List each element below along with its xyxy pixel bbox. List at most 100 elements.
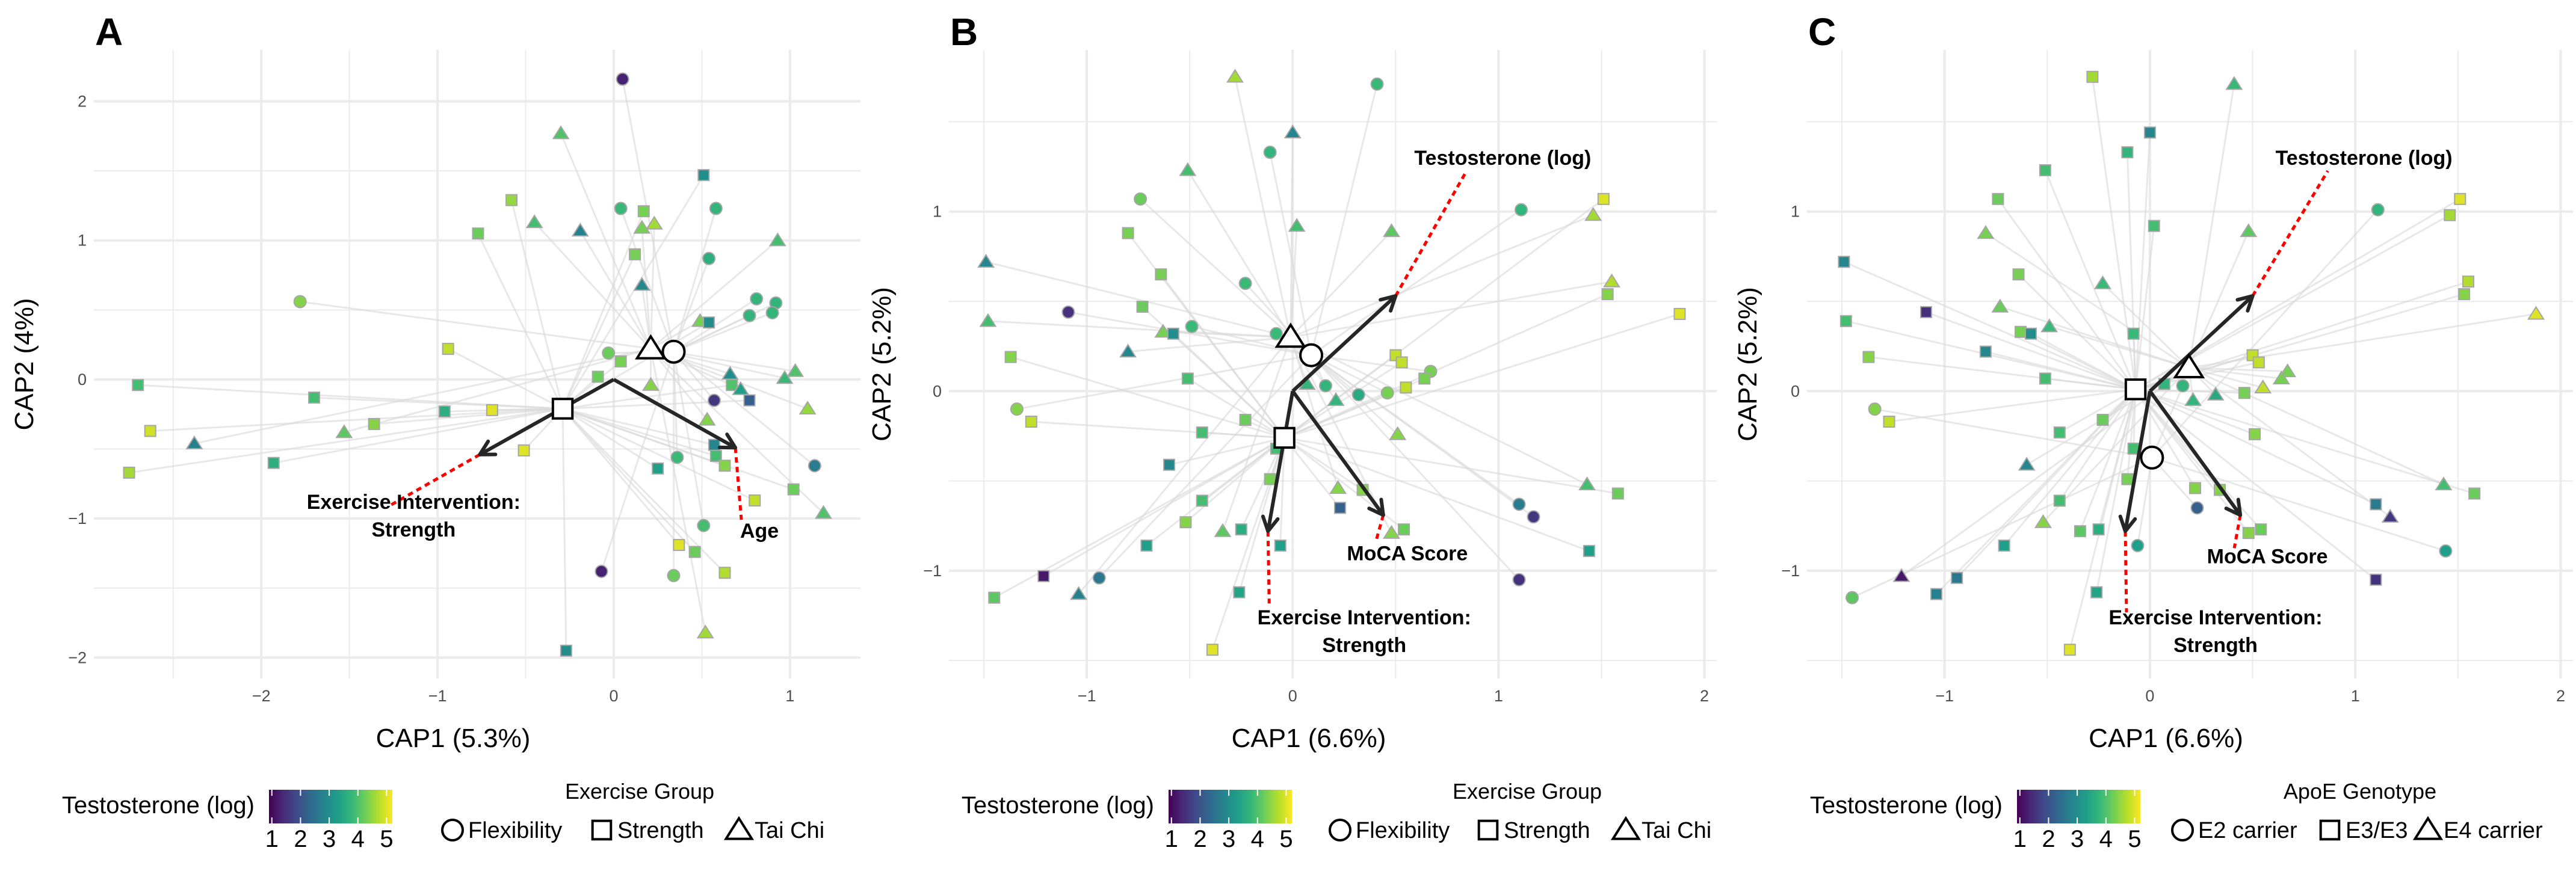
centroid-links — [129, 79, 824, 651]
data-point-triangle — [571, 223, 589, 237]
data-point-circle — [616, 72, 629, 86]
centroid-link — [2188, 366, 2282, 380]
data-point-triangle — [1329, 480, 1347, 494]
data-point-triangle — [979, 313, 997, 327]
centroid-link — [2044, 170, 2137, 390]
centroid-link — [2136, 457, 2153, 546]
data-point-triangle — [698, 411, 716, 426]
data-point-triangle — [2093, 275, 2111, 289]
legend-item-label: Strength — [1504, 818, 1590, 843]
data-point-circle — [1185, 319, 1199, 333]
centroid-link — [561, 408, 696, 553]
vector-label: Exercise Intervention: — [307, 491, 520, 514]
data-point-square — [1597, 192, 1610, 205]
data-point-square — [2468, 487, 2481, 500]
data-point-square — [1037, 570, 1050, 582]
data-point-square — [368, 417, 380, 430]
centroid-link — [1290, 132, 1294, 337]
centroid-link — [673, 315, 750, 353]
data-point-square — [2454, 192, 2466, 205]
legend-item-triangle: Tai Chi — [1610, 816, 1711, 843]
data-point-square — [442, 343, 454, 355]
data-point-triangle — [552, 125, 570, 140]
data-point-square — [2249, 428, 2261, 440]
data-point-circle — [2190, 501, 2204, 515]
data-point-square — [718, 567, 731, 579]
data-point-square — [718, 460, 731, 472]
data-point-circle — [2371, 203, 2385, 217]
data-point-circle — [2131, 539, 2145, 553]
panel-label: B — [950, 10, 978, 54]
data-point-circle — [1263, 146, 1277, 159]
data-point-square — [1583, 545, 1595, 558]
colorbar — [2017, 790, 2140, 823]
data-point-square — [2127, 442, 2140, 455]
y-axis-title: CAP2 (5.2%) — [1733, 287, 1762, 441]
colorbar-tick-label: 3 — [323, 826, 336, 852]
centroid-link — [2151, 385, 2184, 458]
data-point-triangle — [335, 424, 353, 438]
data-point-square — [132, 379, 144, 392]
data-point-triangle — [1584, 207, 1602, 221]
data-point-square — [2053, 426, 2066, 438]
vector-label: Strength — [2173, 634, 2258, 657]
data-point-square — [1179, 516, 1192, 529]
data-point-triangle — [1383, 223, 1400, 238]
data-point-triangle — [1288, 218, 1306, 232]
centroid-link — [562, 408, 755, 502]
data-point-circle — [1512, 497, 1526, 511]
centroid-circle — [661, 339, 686, 364]
centroid-link — [1311, 354, 1534, 518]
data-point-square — [709, 450, 722, 463]
data-point-triangle — [2435, 476, 2453, 491]
data-point-square — [787, 483, 800, 496]
centroid-link — [1283, 437, 1364, 491]
arrowhead — [2236, 497, 2243, 517]
data-point-triangle — [1179, 162, 1197, 176]
data-point-square — [2148, 220, 2160, 232]
legend-item-label: Strength — [617, 818, 704, 843]
data-point-square — [2063, 644, 2076, 656]
data-point-square — [2444, 209, 2456, 221]
data-point-triangle — [1070, 586, 1087, 600]
data-point-square — [1951, 571, 1963, 584]
x-tick-label: 0 — [1288, 687, 1297, 705]
x-tick-label: 2 — [1700, 687, 1709, 705]
centroid-link — [1140, 198, 1312, 356]
centroid-link — [2188, 367, 2444, 485]
data-point-square — [1930, 588, 1943, 600]
data-point-triangle — [1892, 568, 1910, 582]
data-point-square — [2039, 164, 2051, 177]
colorbar-tick-label: 5 — [2128, 826, 2141, 852]
data-point-triangle — [2279, 363, 2297, 378]
data-point-circle — [1238, 277, 1252, 291]
y-tick-label: 2 — [78, 93, 87, 111]
centroid-link — [1310, 84, 1379, 355]
data-point-square — [1274, 540, 1286, 552]
data-point-circle — [808, 459, 821, 473]
x-axis-title: CAP1 (6.6%) — [2089, 724, 2243, 753]
centroid-link — [2135, 388, 2377, 505]
shape-legend: ApoE Genotype E2 carrier E3/E3 E4 carrier — [2171, 779, 2543, 843]
legend-item-circle: Flexibility — [1329, 818, 1450, 843]
centroid-link — [1185, 437, 1285, 523]
centroid-link — [1889, 388, 2136, 423]
legend-item-label: Flexibility — [1356, 818, 1450, 843]
data-point-square — [2074, 525, 2086, 538]
data-point-circle — [1380, 386, 1394, 400]
centroid-square — [1273, 426, 1296, 449]
centroid-link — [673, 258, 710, 352]
data-point-square — [2238, 387, 2250, 399]
data-point-triangle — [2272, 371, 2290, 385]
data-point-square — [726, 379, 738, 392]
centroid-link — [2134, 389, 2196, 489]
label-leader-line — [1394, 170, 1468, 297]
x-tick-label: 0 — [2145, 687, 2154, 705]
arrowhead — [725, 432, 738, 450]
data-point-circle — [1512, 573, 1526, 586]
centroid-link — [129, 407, 563, 474]
data-point-square — [1883, 416, 1895, 428]
data-point-circle — [1370, 77, 1384, 91]
data-point-triangle — [642, 377, 659, 391]
data-point-circle — [614, 201, 628, 215]
